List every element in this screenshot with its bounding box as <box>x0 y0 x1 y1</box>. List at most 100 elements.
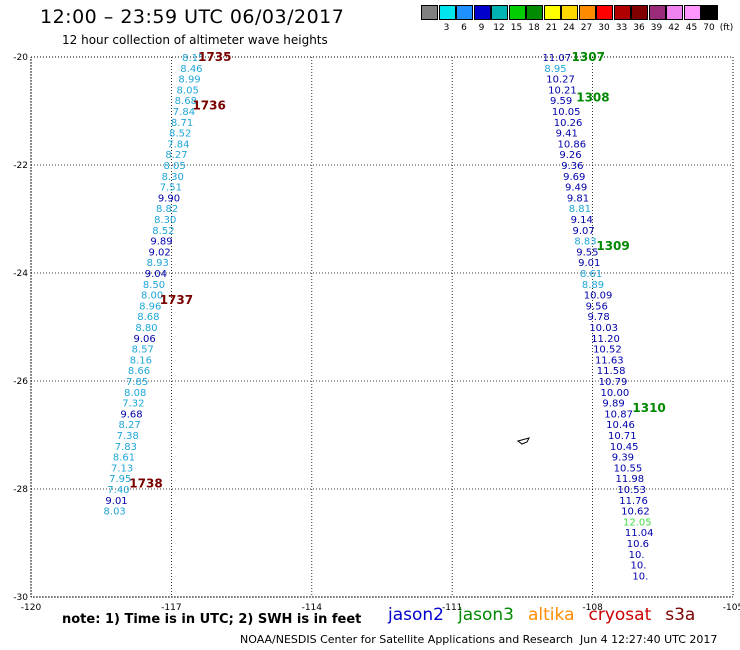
colorbar-swatch <box>666 5 683 20</box>
generated-timestamp: Jun 4 12:27:40 UTC 2017 <box>580 633 718 646</box>
wave-height-label: 10.86 <box>558 139 587 150</box>
colorbar-label: (ft) <box>719 23 734 33</box>
colorbar-label: 39 <box>650 23 663 33</box>
colorbar-label: 33 <box>615 23 628 33</box>
wave-height-label: 10.45 <box>610 442 639 453</box>
wave-height-label: 9.89 <box>602 399 624 410</box>
wave-height-label: 9.01 <box>578 258 600 269</box>
lon-label: -105 <box>723 603 740 613</box>
wave-height-label: 10.71 <box>608 431 637 442</box>
colorbar-swatch <box>526 5 543 20</box>
colorbar-label: 30 <box>598 23 610 33</box>
wave-height-label: 9.89 <box>150 237 172 248</box>
pass-time-label: 1309 <box>596 239 629 253</box>
wave-height-label: 9.02 <box>148 247 170 258</box>
wave-height-label: 7.84 <box>167 139 189 150</box>
wave-height-label: 10.53 <box>617 485 646 496</box>
lon-label: -120 <box>21 603 42 613</box>
legend-jason2: jason2 <box>388 605 444 625</box>
wave-height-label: 10.87 <box>604 409 633 420</box>
colorbar-label: 21 <box>545 23 558 33</box>
wave-height-label: 8.61 <box>580 269 602 280</box>
wave-height-label: 8.99 <box>178 75 200 86</box>
wave-height-label: 9.06 <box>133 334 155 345</box>
wave-height-label: 10.21 <box>548 85 577 96</box>
wave-height-label: 7.84 <box>173 107 195 118</box>
colorbar-label: 6 <box>461 23 467 33</box>
wave-height-label: 9.07 <box>572 226 594 237</box>
colorbar-label: 27 <box>580 23 593 33</box>
colorbar-swatch <box>631 5 648 20</box>
wave-height-label: 12.05 <box>623 517 652 528</box>
wave-height-label: 8.68 <box>137 312 159 323</box>
wave-height-label: 11.07 <box>543 53 572 64</box>
colorbar-swatch <box>561 5 578 20</box>
wave-height-label: 8.82 <box>156 204 178 215</box>
wave-height-label: 10.05 <box>552 107 581 118</box>
satellite-legend: jason2 jason3 altika cryosat s3a <box>388 605 709 625</box>
wave-height-label: 8.52 <box>169 129 191 140</box>
pass-time-label: 1735 <box>198 50 231 64</box>
wave-height-label: 8.71 <box>171 118 193 129</box>
colorbar-swatch <box>438 5 456 20</box>
wave-height-label: 9.01 <box>105 496 127 507</box>
colorbar-swatch <box>596 5 613 20</box>
wave-height-label: 7.38 <box>117 431 139 442</box>
wave-height-label: 8.83 <box>574 237 596 248</box>
wave-height-label: 10.79 <box>599 377 628 388</box>
wave-height-label: 11.98 <box>616 474 645 485</box>
map-grid <box>30 56 734 598</box>
wave-height-label: 11.58 <box>597 366 626 377</box>
wave-height-label: 8.61 <box>113 453 135 464</box>
wave-height-label: 10.09 <box>584 291 613 302</box>
wave-height-label: 7.95 <box>109 474 131 485</box>
lon-label: -108 <box>582 603 603 613</box>
wave-height-label: 9.90 <box>158 193 180 204</box>
wave-height-label: 8.93 <box>147 258 169 269</box>
wave-height-label: 7.51 <box>160 183 182 194</box>
wave-height-label: 11.76 <box>619 496 648 507</box>
colorbar-swatch <box>578 5 596 20</box>
wave-height-label: 9.14 <box>571 215 593 226</box>
wave-height-label: 11.20 <box>591 334 620 345</box>
wave-height-label: 9.59 <box>550 96 572 107</box>
page-subtitle: 12 hour collection of altimeter wave hei… <box>62 33 328 47</box>
lon-label: -111 <box>442 603 462 613</box>
wave-height-label: 9.55 <box>576 247 598 258</box>
pass-time-label: 1737 <box>160 293 193 307</box>
colorbar-swatch <box>648 5 666 20</box>
wave-height-label: 8.89 <box>582 280 604 291</box>
page-title: 12:00 – 23:59 UTC 06/03/2017 <box>40 6 345 28</box>
legend-cryosat: cryosat <box>588 605 652 625</box>
wave-height-label: 9.36 <box>561 161 583 172</box>
wave-height-label: 8.80 <box>135 323 157 334</box>
lat-label: -20 <box>13 53 28 63</box>
wave-height-label: 10.6 <box>627 539 649 550</box>
island-outline <box>516 437 530 445</box>
wave-height-label: 8.46 <box>180 64 202 75</box>
wave-height-label: 9.69 <box>563 172 585 183</box>
wave-height-label: 9.39 <box>612 453 634 464</box>
credit-line: NOAA/NESDIS Center for Satellite Applica… <box>240 633 574 646</box>
wave-height-label: 7.32 <box>122 399 144 410</box>
colorbar-label: 15 <box>510 23 523 33</box>
wave-height-label: 9.78 <box>587 312 609 323</box>
wave-height-label: 9.41 <box>556 129 578 140</box>
lat-label: -24 <box>13 269 28 279</box>
wave-height-label: 8.96 <box>139 301 161 312</box>
wave-height-label: 10.27 <box>546 75 575 86</box>
pass-time-label: 1307 <box>572 50 605 64</box>
wave-height-label: 10. <box>629 550 645 561</box>
colorbar-label: 9 <box>478 23 485 33</box>
colorbar-swatch <box>543 5 561 20</box>
legend-altika: altika <box>528 605 575 625</box>
wave-height-label: 8.05 <box>177 85 199 96</box>
wave-height-label: 8.57 <box>132 345 154 356</box>
lon-label: -114 <box>302 603 323 613</box>
wave-height-label: 8.27 <box>119 420 141 431</box>
wave-height-label: 9.81 <box>567 193 589 204</box>
legend-jason3: jason3 <box>458 605 514 625</box>
wave-height-label: 10.00 <box>601 388 630 399</box>
wave-height-label: 8.66 <box>128 366 150 377</box>
